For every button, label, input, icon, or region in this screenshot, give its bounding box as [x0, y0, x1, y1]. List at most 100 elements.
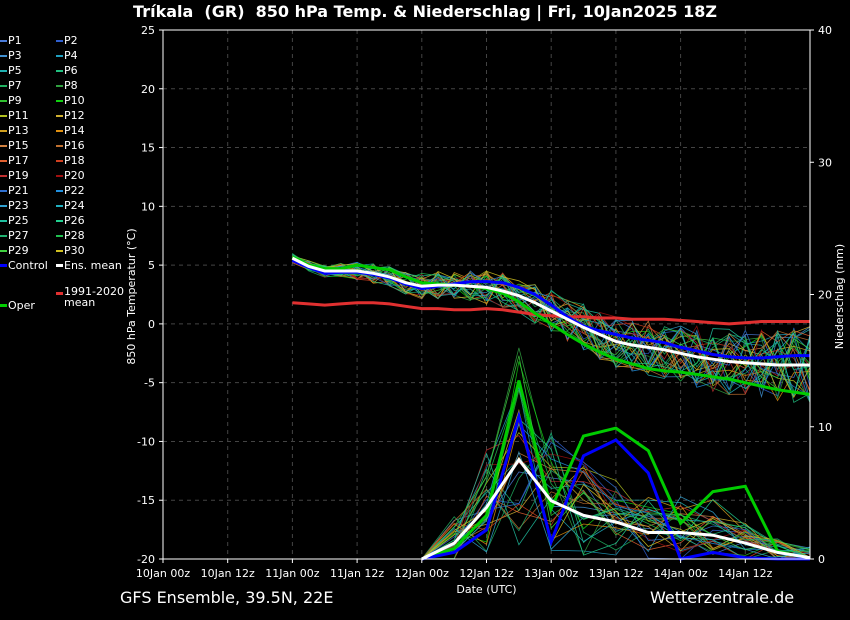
- y-tick-label: 10: [141, 200, 155, 213]
- main-lines: [291, 255, 811, 561]
- legend-swatch: [0, 55, 7, 57]
- y-tick-label: 25: [141, 24, 155, 37]
- legend-label: P2: [64, 34, 78, 47]
- y-tick-label: -10: [137, 435, 155, 448]
- operprecip-line: [421, 380, 811, 561]
- x-axis-label: Date (UTC): [456, 583, 516, 596]
- y-axis-label: 850 hPa Temperatur (°C): [125, 228, 138, 364]
- legend-swatch: [0, 205, 7, 207]
- legend-swatch: [56, 145, 63, 147]
- legend-label: P8: [64, 79, 78, 92]
- legend-label: 1991-2020 mean: [64, 285, 124, 309]
- member-precip-line: [421, 384, 811, 560]
- member-precip-line: [421, 488, 810, 560]
- legend-swatch: [56, 175, 63, 177]
- legend-swatch: [0, 130, 7, 132]
- legend-label: P28: [64, 229, 85, 242]
- legend-label: P30: [64, 244, 85, 257]
- member-precip-line: [421, 470, 811, 560]
- legend-label: P19: [8, 169, 29, 182]
- legend-swatch: [0, 70, 7, 72]
- x-tick-label: 13Jan 12z: [589, 567, 643, 580]
- legend-swatch: [0, 250, 7, 252]
- legend-label: P4: [64, 49, 78, 62]
- x-tick-label: 13Jan 00z: [524, 567, 578, 580]
- member-precip-line: [421, 435, 811, 560]
- x-tick-label: 14Jan 12z: [718, 567, 772, 580]
- x-tick-label: 11Jan 12z: [330, 567, 384, 580]
- legend-label: P27: [8, 229, 29, 242]
- legend-label: P25: [8, 214, 29, 227]
- legend-label: P11: [8, 109, 29, 122]
- site-name: Wetterzentrale.de: [650, 588, 795, 607]
- x-tick-label: 10Jan 00z: [136, 567, 190, 580]
- y2-tick-label: 40: [818, 24, 832, 37]
- member-temp-line: [292, 256, 811, 403]
- legend-label: P7: [8, 79, 22, 92]
- legend-label: P13: [8, 124, 29, 137]
- legend-swatch: [0, 85, 7, 87]
- chart-axes: 10Jan 00z 10Jan 12z 11Jan 00z 11Jan 12z 12Ja…: [125, 24, 846, 596]
- legend-label: P12: [64, 109, 85, 122]
- legend-swatch: [0, 115, 7, 117]
- legend-swatch: [0, 304, 7, 307]
- member-precip-line: [421, 417, 811, 560]
- legend-label: P18: [64, 154, 85, 167]
- legend-swatch: [56, 115, 63, 117]
- x-tick-label: 12Jan 12z: [459, 567, 513, 580]
- y-tick-label: 15: [141, 142, 155, 155]
- legend-label: P29: [8, 244, 29, 257]
- legend-swatch: [56, 70, 63, 72]
- model-info: GFS Ensemble, 39.5N, 22E: [120, 588, 334, 607]
- legend-swatch: [0, 175, 7, 177]
- legend-swatch: [0, 235, 7, 237]
- y2-tick-label: 10: [818, 421, 832, 434]
- y-tick-label: 5: [148, 259, 155, 272]
- x-tick-label: 11Jan 00z: [265, 567, 319, 580]
- member-temp-line: [292, 257, 811, 401]
- y-tick-label: 0: [148, 318, 155, 331]
- x-tick-label: 14Jan 00z: [653, 567, 707, 580]
- y-tick-label: -20: [137, 553, 155, 566]
- y-tick-label: 20: [141, 83, 155, 96]
- legend-label: P24: [64, 199, 85, 212]
- legend-swatch: [0, 160, 7, 162]
- legend-label: P17: [8, 154, 29, 167]
- y2-tick-label: 20: [818, 289, 832, 302]
- legend-label: P22: [64, 184, 85, 197]
- legend-label: P5: [8, 64, 22, 77]
- legend-label: P6: [64, 64, 78, 77]
- legend-swatch: [56, 160, 63, 162]
- member-precip-line: [421, 489, 811, 560]
- legend-swatch: [0, 100, 7, 102]
- legend-label: P3: [8, 49, 22, 62]
- legend-swatch: [56, 190, 63, 192]
- controlprecip-line: [421, 410, 810, 561]
- legend-label: P15: [8, 139, 29, 152]
- legend-swatch: [56, 264, 63, 267]
- legend-swatch: [56, 85, 63, 87]
- legend-swatch: [56, 40, 63, 42]
- legend-swatch: [56, 235, 63, 237]
- ens-meanprecip-line: [421, 457, 811, 561]
- legend-label: P26: [64, 214, 85, 227]
- legend-swatch: [56, 250, 63, 252]
- legend-swatch: [56, 100, 63, 102]
- legend-swatch: [0, 40, 7, 42]
- member-temp-line: [292, 255, 811, 399]
- legend-label: P20: [64, 169, 85, 182]
- member-precip-line: [421, 456, 811, 560]
- legend-swatch: [0, 264, 7, 267]
- legend-label: P21: [8, 184, 29, 197]
- legend-swatch: [0, 190, 7, 192]
- legend-label: Ens. mean: [64, 259, 122, 272]
- legend-label: P14: [64, 124, 85, 137]
- legend-label: Control: [8, 259, 48, 272]
- member-precip-line: [421, 450, 811, 560]
- ens-meantemp-line: [291, 256, 810, 367]
- legend-label: P9: [8, 94, 22, 107]
- y2-axis-label: Niederschlag (mm): [833, 244, 846, 349]
- legend-swatch: [56, 220, 63, 222]
- legend-swatch: [0, 220, 7, 222]
